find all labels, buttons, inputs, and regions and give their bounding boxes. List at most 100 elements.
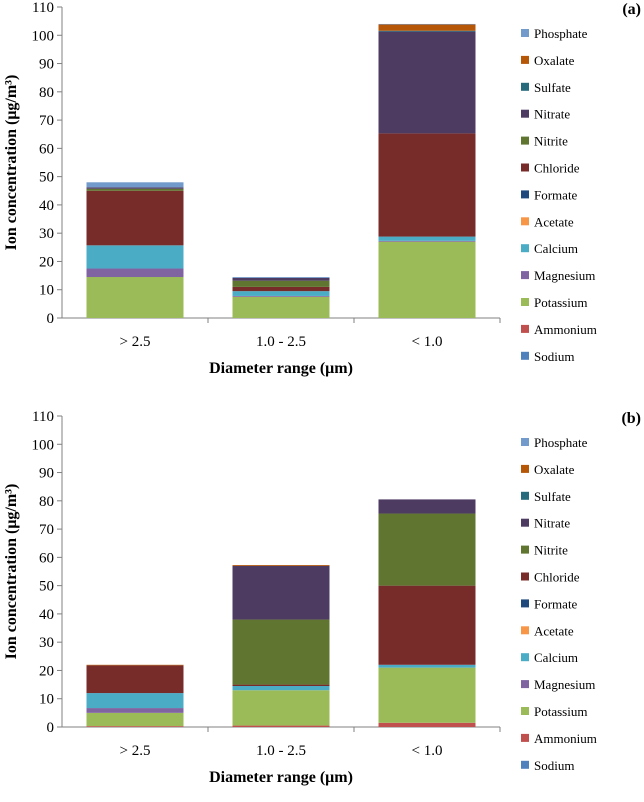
legend-label-formate: Formate (534, 596, 578, 611)
legend-swatch-chloride (521, 163, 529, 172)
bar-segment-nitrate-1-0 (378, 31, 476, 134)
legend-label-sulfate: Sulfate (534, 489, 571, 504)
bar-segment-chloride-2-5 (86, 665, 184, 694)
y-tick-label: 0 (47, 720, 55, 736)
legend-swatch-ammonium (521, 324, 529, 333)
bar-segment-oxalate-1-0-2-5 (232, 564, 330, 566)
bar-segment-nitrate-1-0 (378, 499, 476, 514)
legend-label-sodium: Sodium (534, 758, 574, 773)
chart-panel-a: 0 10 20 30 40 50 60 70 80 90 100 110 > 2.5 1.0 - 2.5 <… (0, 0, 644, 393)
legend-label-ammonium: Ammonium (534, 731, 597, 746)
bar-segment-calcium-2-5 (86, 693, 184, 709)
y-tick-label: 90 (39, 57, 54, 73)
bar-segment-nitrate-1-0-2-5 (232, 565, 330, 620)
y-tick-label: 60 (39, 550, 54, 566)
bar-segment-calcium-2-5 (86, 245, 184, 269)
legend-swatch-sulfate (521, 82, 529, 91)
bar-segment-chloride-1-0 (378, 585, 476, 665)
y-tick-label: 110 (32, 0, 54, 16)
x-tick-label: 1.0 - 2.5 (256, 743, 306, 759)
bar-segment-oxalate-2-5 (86, 664, 184, 666)
legend-swatch-phosphate (521, 29, 529, 37)
panel-label: (a) (622, 1, 641, 18)
chart-b: 0 10 20 30 40 50 60 70 80 90 100 110 > 2.5 1.0 - 2.5 <… (3, 409, 641, 786)
bar-segment-magnesium-2-5 (86, 268, 184, 278)
legend-swatch-acetate (521, 217, 529, 226)
y-tick-label: 30 (39, 226, 54, 242)
bar-segment-ammonium-1-0-2-5 (232, 725, 330, 727)
y-tick-label: 80 (39, 85, 54, 101)
bar-segment-phosphate-1-0 (378, 23, 476, 25)
legend-label-sulfate: Sulfate (534, 80, 571, 95)
legend-label-calcium: Calcium (534, 241, 578, 256)
legend-swatch-acetate (521, 626, 529, 635)
bar-segment-potassium-1-0-2-5 (232, 296, 330, 318)
bar-segment-calcium-1-0-2-5 (232, 291, 330, 296)
legend-label-formate: Formate (534, 187, 578, 202)
bar-segment-calcium-1-0-2-5 (232, 686, 330, 691)
bar-segment-sulfate-1-0 (378, 30, 476, 32)
legend-label-sodium: Sodium (534, 349, 574, 364)
y-tick-label: 40 (39, 607, 54, 623)
bar-segment-nitrate-2-5 (86, 187, 184, 189)
legend-swatch-calcium (521, 653, 529, 662)
bar-segment-nitrite-1-0-2-5 (232, 619, 330, 685)
legend-label-oxalate: Oxalate (534, 53, 575, 68)
legend-swatch-chloride (521, 572, 529, 581)
legend-label-nitrate: Nitrate (534, 107, 570, 122)
legend-label-nitrate: Nitrate (534, 516, 570, 531)
chart-a: 0 10 20 30 40 50 60 70 80 90 100 110 > 2.5 1.0 - 2.5 <… (3, 0, 641, 377)
y-tick-label: 20 (39, 663, 54, 679)
bar-segment-potassium-1-0-2-5 (232, 690, 330, 726)
legend-label-magnesium: Magnesium (534, 268, 595, 283)
bar-segment-magnesium-1-0 (378, 240, 476, 242)
legend-label-nitrite: Nitrite (534, 543, 568, 558)
bar-segment-nitrate-1-0-2-5 (232, 277, 330, 281)
chart-panel-b: 0 10 20 30 40 50 60 70 80 90 100 110 > 2.5 1.0 - 2.5 <… (0, 409, 644, 802)
legend-swatch-sodium (521, 760, 529, 769)
x-axis-title: Diameter range (μm) (209, 360, 353, 377)
bar-segment-calcium-1-0 (378, 664, 476, 668)
bar-segment-oxalate-1-0 (378, 24, 476, 31)
legend-swatch-ammonium (521, 733, 529, 742)
legend-swatch-magnesium (521, 271, 529, 280)
y-tick-label: 70 (39, 113, 54, 129)
bar-segment-potassium-2-5 (86, 712, 184, 727)
legend-swatch-calcium (521, 244, 529, 253)
x-tick-label: > 2.5 (120, 334, 151, 350)
legend-label-ammonium: Ammonium (534, 322, 597, 337)
bar-segment-chloride-1-0 (378, 133, 476, 237)
legend-swatch-potassium (521, 707, 529, 715)
bar-segment-magnesium-2-5 (86, 708, 184, 713)
bar-segment-potassium-2-5 (86, 277, 184, 318)
y-tick-label: 20 (39, 254, 54, 270)
y-tick-label: 100 (32, 28, 55, 44)
y-tick-label: 10 (39, 283, 54, 299)
y-tick-label: 30 (39, 635, 54, 651)
legend-label-potassium: Potassium (534, 704, 587, 719)
legend-swatch-formate (521, 599, 529, 608)
y-tick-label: 40 (39, 198, 54, 214)
legend-label-magnesium: Magnesium (534, 677, 595, 692)
bar-segment-ammonium-1-0 (378, 722, 476, 727)
bar-segment-calcium-1-0 (378, 236, 476, 241)
legend-swatch-oxalate (521, 55, 529, 64)
panel-label: (b) (621, 410, 641, 427)
bar-segment-chloride-1-0-2-5 (232, 286, 330, 292)
y-tick-label: 110 (32, 409, 54, 425)
x-tick-label: < 1.0 (412, 743, 443, 759)
legend-swatch-sodium (521, 351, 529, 360)
legend-swatch-formate (521, 190, 529, 199)
bar-segment-chloride-1-0-2-5 (232, 684, 330, 687)
y-tick-label: 50 (39, 579, 54, 595)
legend-label-acetate: Acetate (534, 214, 574, 229)
legend-swatch-potassium (521, 298, 529, 306)
bar-segment-magnesium-1-0-2-5 (232, 295, 330, 297)
legend-swatch-nitrate (521, 109, 529, 118)
y-tick-label: 10 (39, 692, 54, 708)
bar-segment-phosphate-1-0-2-5 (232, 277, 330, 278)
legend-label-calcium: Calcium (534, 650, 578, 665)
y-tick-label: 0 (47, 311, 55, 327)
y-tick-label: 100 (32, 437, 55, 453)
legend-label-oxalate: Oxalate (534, 462, 575, 477)
